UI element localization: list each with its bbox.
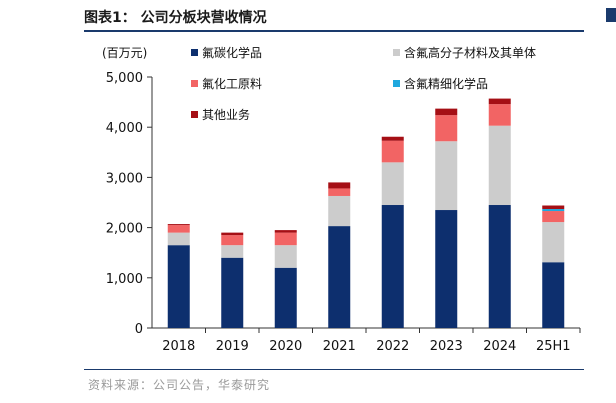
y-tick-label: 5,000 <box>106 71 143 86</box>
source-note: 资料来源：公司公告，华泰研究 <box>88 378 271 392</box>
y-unit-label: (百万元) <box>102 46 147 60</box>
bar-segment-3 <box>274 232 297 246</box>
bar-segment-1 <box>274 267 297 328</box>
bar-segment-2 <box>381 162 404 206</box>
y-tick-label: 0 <box>135 322 143 337</box>
bar-segment-5 <box>488 98 511 105</box>
y-tick-label: 3,000 <box>106 171 143 186</box>
bar-segment-5 <box>167 224 190 226</box>
bar-segment-1 <box>328 226 351 328</box>
bar-segment-5 <box>328 182 351 189</box>
bar-segment-3 <box>221 235 244 246</box>
bar-segment-3 <box>488 104 511 126</box>
legend-label: 其他业务 <box>202 107 250 122</box>
legend-label: 氟碳化学品 <box>202 45 262 60</box>
y-tick-label: 2,000 <box>106 222 143 237</box>
bar-segment-5 <box>381 136 404 141</box>
stacked-bar-chart: (百万元) 0 1,000 2,000 3,000 4,000 5,000 2018 2019 2… <box>102 45 581 354</box>
bar-segment-2 <box>274 245 297 268</box>
bar-segment-1 <box>435 210 458 328</box>
bar-segment-5 <box>274 230 297 233</box>
source-rule <box>84 369 584 370</box>
legend-swatch <box>191 49 198 56</box>
legend-label: 含氟高分子材料及其单体 <box>404 45 536 60</box>
bar-segment-2 <box>488 125 511 206</box>
bar-segment-2 <box>167 232 190 246</box>
bar-segment-2 <box>542 222 565 263</box>
bar-segment-5 <box>221 232 244 236</box>
x-tick-label: 2022 <box>376 339 409 354</box>
bar-segment-5 <box>542 205 565 210</box>
edge-marker <box>606 8 616 22</box>
x-tick-label: 25H1 <box>536 339 571 354</box>
legend-swatch <box>191 80 198 87</box>
legend-swatch <box>393 49 400 56</box>
x-tick-label: 2023 <box>430 339 463 354</box>
y-tick-label: 1,000 <box>106 272 143 287</box>
x-tick-label: 2018 <box>162 339 195 354</box>
legend-label: 氟化工原料 <box>202 77 262 91</box>
x-tick-label: 2019 <box>216 339 249 354</box>
bar-segment-3 <box>328 188 351 196</box>
bar-segment-4 <box>542 209 565 212</box>
bar-segment-5 <box>435 108 458 116</box>
y-tick-label: 4,000 <box>106 121 143 136</box>
bar-segment-1 <box>381 205 404 328</box>
bar-segment-1 <box>167 245 190 328</box>
title-rule <box>84 30 584 32</box>
x-tick-label: 2020 <box>269 339 302 354</box>
bar-segment-3 <box>542 211 565 223</box>
figure-title: 图表1： 公司分板块营收情况 <box>84 10 267 26</box>
bar-segment-1 <box>221 257 244 328</box>
bar-segment-3 <box>167 225 190 233</box>
x-tick-label: 2024 <box>483 339 516 354</box>
bar-segment-3 <box>435 115 458 142</box>
bar-segment-2 <box>221 245 244 258</box>
legend-label: 含氟精细化学品 <box>404 76 488 91</box>
bar-segment-1 <box>488 205 511 328</box>
legend-swatch <box>191 111 198 118</box>
bar-segment-3 <box>381 140 404 163</box>
bar-segment-2 <box>328 195 351 227</box>
legend-swatch <box>393 80 400 87</box>
bar-segment-2 <box>435 141 458 211</box>
x-tick-label: 2021 <box>323 339 356 354</box>
bar-segment-1 <box>542 262 565 328</box>
